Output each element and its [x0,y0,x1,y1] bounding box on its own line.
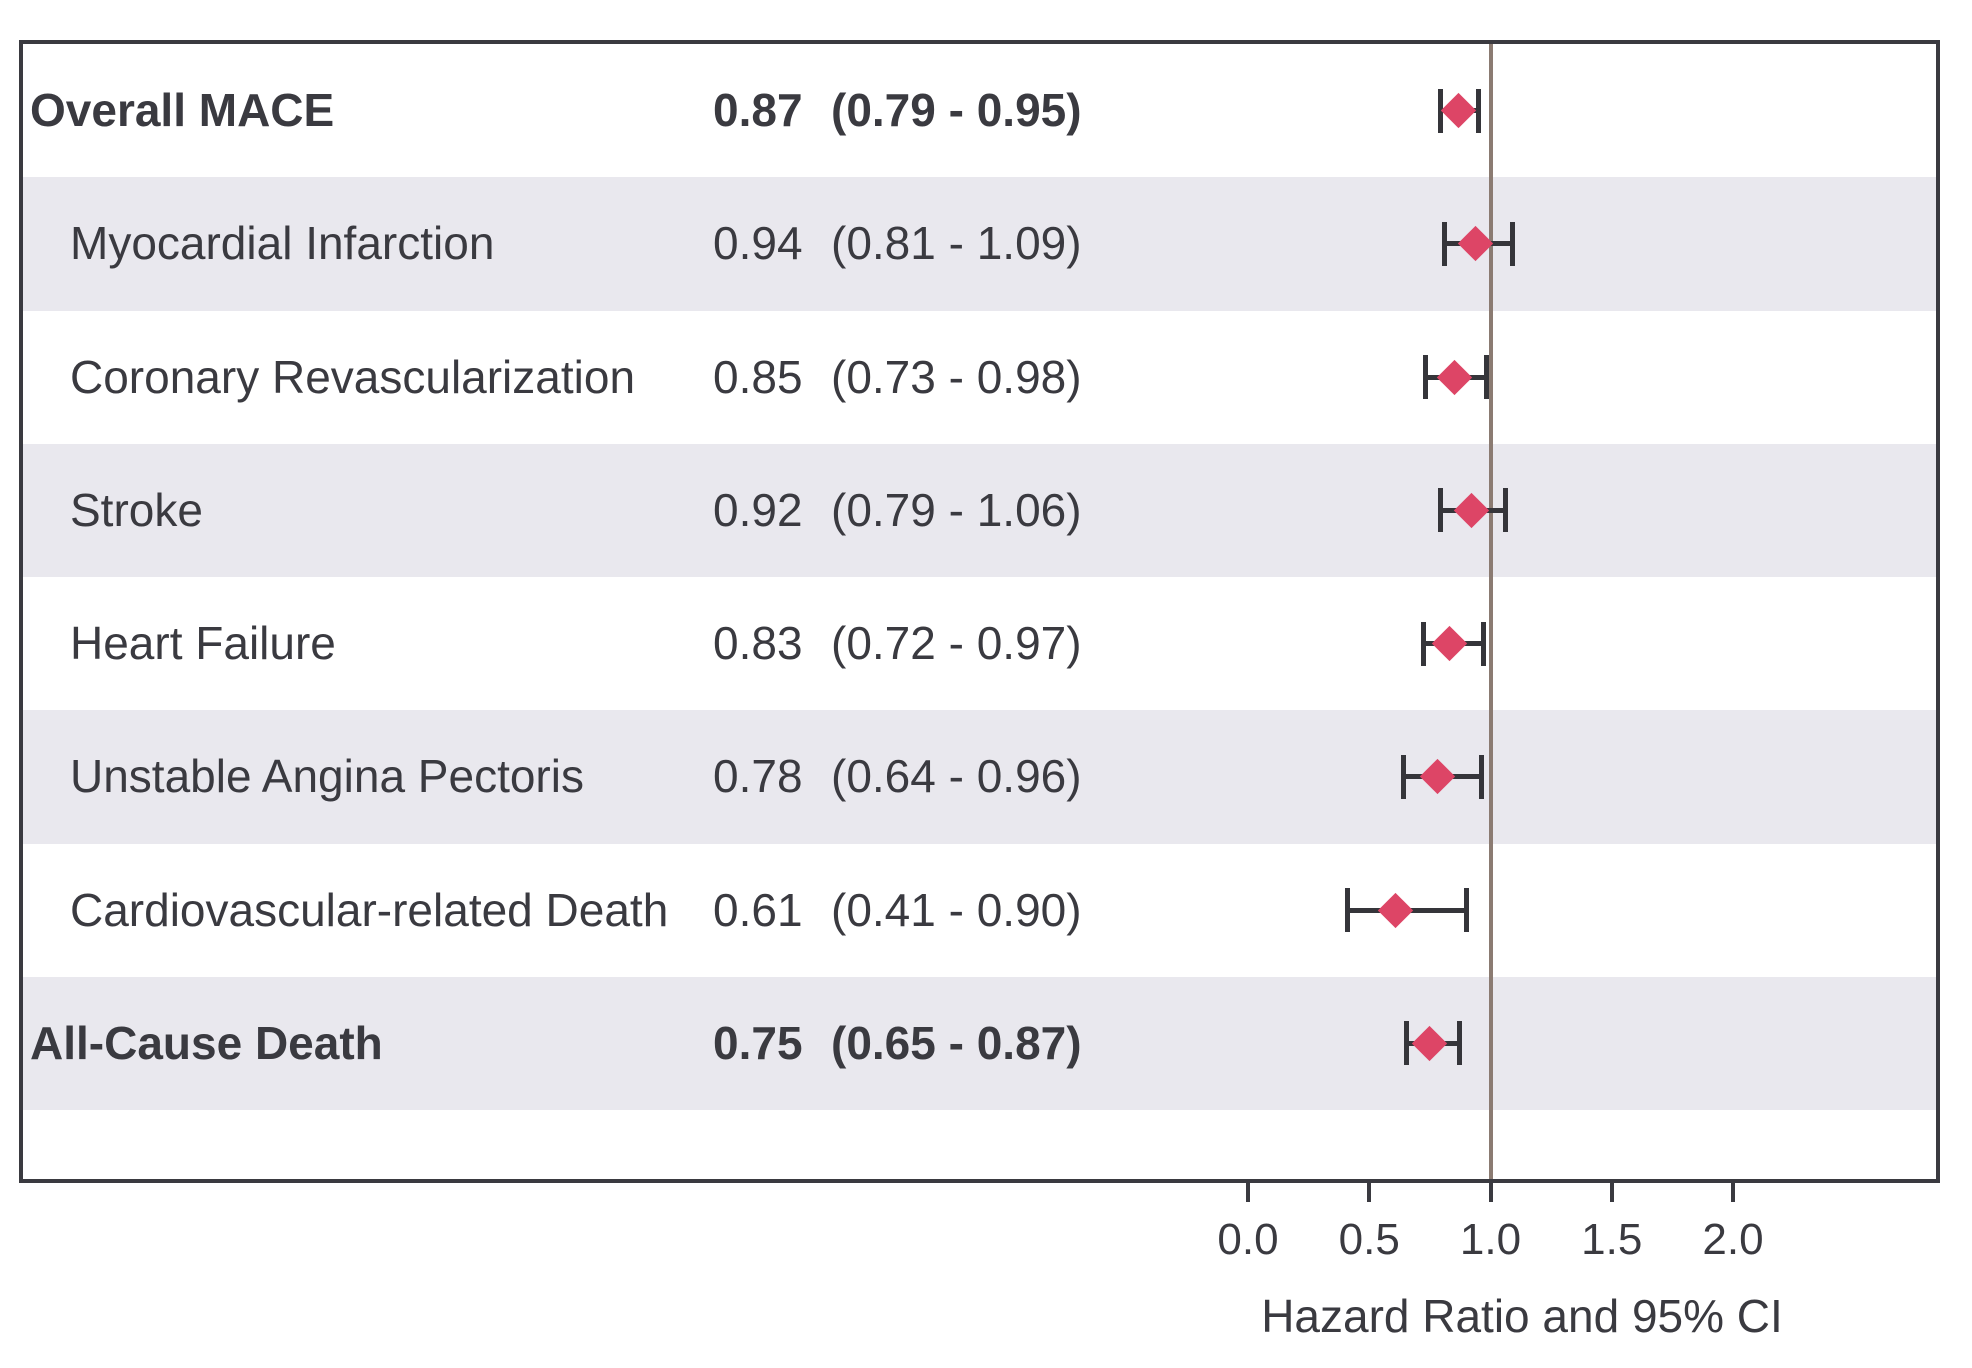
estimate-value: 0.61 [713,883,803,936]
ci-value: (0.73 - 0.98) [831,350,1082,403]
row-stripe [23,976,1936,1110]
reference-line [1488,44,1493,1179]
x-axis-tick-label: 1.5 [1581,1215,1643,1264]
estimate-value: 0.83 [713,617,803,669]
ci-right-cap [1476,88,1482,133]
ci-left-cap [1420,621,1426,666]
ci-right-cap [1503,488,1509,533]
x-axis-tick [1731,1183,1735,1202]
ci-right-cap [1478,754,1484,799]
row-stripe [23,443,1936,577]
ci-left-cap [1437,488,1443,533]
ci-left-cap [1442,221,1448,266]
outcome-label: Overall MACE [30,84,335,136]
ci-value: (0.65 - 0.87) [831,1016,1082,1069]
ci-left-cap [1437,88,1443,133]
ci-left-cap [1423,355,1429,400]
outcome-label: Unstable Angina Pectoris [70,750,584,803]
x-axis-tick-label: 1.0 [1459,1215,1522,1264]
outcome-label: Coronary Revascularization [70,350,636,403]
ci-value: (0.64 - 0.96) [831,750,1082,803]
ci-value: (0.81 - 1.09) [831,217,1082,270]
ci-right-cap [1456,1021,1462,1066]
estimate-value: 0.87 [713,84,803,136]
estimate-value: 0.75 [713,1016,803,1069]
estimate-value: 0.92 [713,483,803,536]
row-stripe [23,177,1936,311]
ci-value: (0.41 - 0.90) [831,883,1082,936]
x-axis-tick [1488,1183,1493,1202]
x-axis-label: Hazard Ratio and 95% CI [1261,1290,1783,1342]
ci-right-cap [1483,355,1489,400]
x-axis-tick [1367,1183,1372,1202]
estimate-value: 0.78 [713,750,803,803]
ci-right-cap [1464,888,1470,933]
estimate-value: 0.94 [713,217,803,270]
x-axis-tick [1246,1183,1250,1202]
x-axis-tick-label: 2.0 [1702,1215,1764,1264]
ci-value: (0.79 - 1.06) [831,483,1082,536]
outcome-label: All-Cause Death [30,1016,383,1069]
x-axis-tick-label: 0.0 [1217,1215,1279,1264]
outcome-label: Stroke [70,483,203,536]
outcome-label: Heart Failure [70,617,336,669]
outcome-label: Myocardial Infarction [70,217,495,270]
x-axis-tick [1609,1183,1614,1202]
ci-left-cap [1403,1021,1409,1066]
ci-right-cap [1481,621,1487,666]
ci-left-cap [1401,754,1407,799]
ci-left-cap [1345,888,1351,933]
estimate-value: 0.85 [713,350,803,403]
outcome-label: Cardiovascular-related Death [70,883,669,936]
plot-border-box [19,40,1940,1183]
ci-right-cap [1510,221,1516,266]
ci-value: (0.72 - 0.97) [831,617,1082,669]
row-stripe [23,710,1936,844]
x-axis-tick-label: 0.5 [1338,1215,1400,1264]
ci-value: (0.79 - 0.95) [831,84,1082,136]
